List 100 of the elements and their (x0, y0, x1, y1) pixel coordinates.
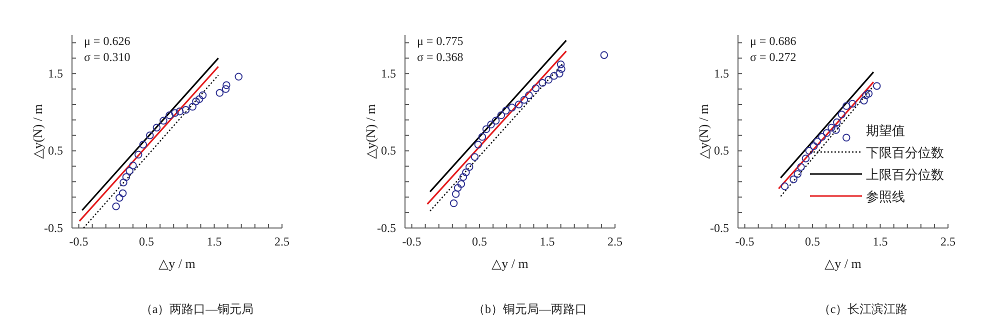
point (790, 175, 798, 184)
point (492, 116, 500, 125)
y-tick-label: 1.5 (48, 66, 63, 80)
y-axis-title: △y(N) / m (696, 104, 711, 159)
text: （a）两路口—铜元局 (140, 302, 254, 316)
y-tick-label: 1.5 (714, 66, 729, 80)
point (525, 91, 533, 100)
point (457, 180, 466, 188)
point (833, 118, 841, 126)
point (514, 100, 523, 108)
x-tick-label: -0.5 (69, 234, 88, 249)
point (216, 89, 224, 97)
annotation: μ = 0.626 (84, 34, 130, 48)
y-axis-title: △y(N) / m (30, 104, 45, 159)
x-tick-label: 1.5 (872, 234, 888, 249)
point (794, 170, 802, 178)
point (112, 202, 120, 210)
point (118, 189, 127, 198)
y-tick-label: 0.5 (48, 144, 63, 158)
point (474, 140, 482, 148)
legend-label: 期望值 (866, 124, 905, 139)
x-tick-label: 0.5 (805, 234, 820, 249)
point (234, 72, 243, 81)
y-axis-title: △y(N) / m (363, 104, 378, 159)
point (126, 166, 134, 175)
point (176, 108, 184, 116)
point (487, 120, 495, 128)
y-tick-label: -0.5 (44, 220, 63, 235)
legend-label: 下限百分位数 (866, 146, 944, 161)
point (171, 109, 179, 117)
annotation: μ = 0.686 (750, 34, 796, 48)
x-tick-label: 2.5 (608, 234, 622, 249)
point (160, 116, 168, 125)
x-tick-label: 2.5 (274, 234, 290, 249)
point (182, 106, 190, 114)
point (497, 111, 506, 120)
y-tick-label: -0.5 (710, 220, 729, 235)
x-tick-label: 2.5 (940, 234, 956, 249)
y-tick-label: 0.5 (714, 144, 729, 158)
point (842, 102, 850, 110)
point (520, 96, 528, 104)
point (780, 182, 789, 190)
text: （b）铜元局—两路口 (473, 302, 587, 316)
point (139, 140, 148, 148)
point (116, 194, 124, 202)
point (822, 129, 831, 137)
point (550, 72, 558, 80)
point (459, 173, 468, 181)
point (828, 124, 836, 132)
point (860, 96, 868, 104)
point (198, 91, 207, 100)
x-tick-label: 0.5 (139, 234, 154, 249)
x-axis-title: △y / m (492, 256, 528, 271)
y-tick-label: 1.5 (381, 66, 396, 80)
point (556, 60, 565, 68)
point (818, 133, 826, 141)
point (864, 90, 873, 98)
legend-label: 上限百分位数 (866, 168, 944, 183)
legend-label: 参照线 (866, 190, 905, 205)
point (842, 134, 850, 142)
point (222, 85, 230, 93)
point (465, 163, 474, 171)
point (810, 142, 818, 150)
x-tick-label: -0.5 (402, 234, 422, 249)
point (558, 65, 566, 73)
y-tick-label: -0.5 (377, 220, 396, 235)
x-axis-title: △y / m (158, 256, 196, 271)
point (478, 133, 486, 141)
point (813, 138, 822, 146)
x-tick-label: -0.5 (735, 234, 754, 249)
point (129, 162, 137, 170)
point (120, 178, 128, 186)
point (532, 84, 540, 92)
point (838, 110, 846, 118)
point (452, 190, 460, 198)
point (195, 95, 204, 103)
x-axis-title: △y / m (824, 256, 862, 271)
point (556, 70, 564, 78)
annotation: σ = 0.310 (84, 50, 130, 64)
point (152, 124, 161, 132)
y-tick-label: 0.5 (381, 144, 396, 158)
point (470, 153, 479, 161)
point (134, 150, 142, 159)
point (802, 154, 810, 162)
point (122, 173, 130, 181)
x-tick-label: 1.5 (540, 234, 555, 249)
x-tick-label: 0.5 (472, 234, 488, 249)
annotation: σ = 0.368 (417, 50, 464, 64)
point (462, 168, 470, 176)
point (454, 184, 462, 192)
point (538, 78, 546, 87)
point (508, 104, 516, 112)
point (192, 98, 200, 106)
point (805, 146, 814, 155)
point (166, 111, 174, 120)
point (848, 100, 856, 108)
point (482, 125, 490, 134)
annotation: σ = 0.272 (750, 50, 796, 64)
point (862, 91, 870, 100)
point (146, 131, 154, 140)
